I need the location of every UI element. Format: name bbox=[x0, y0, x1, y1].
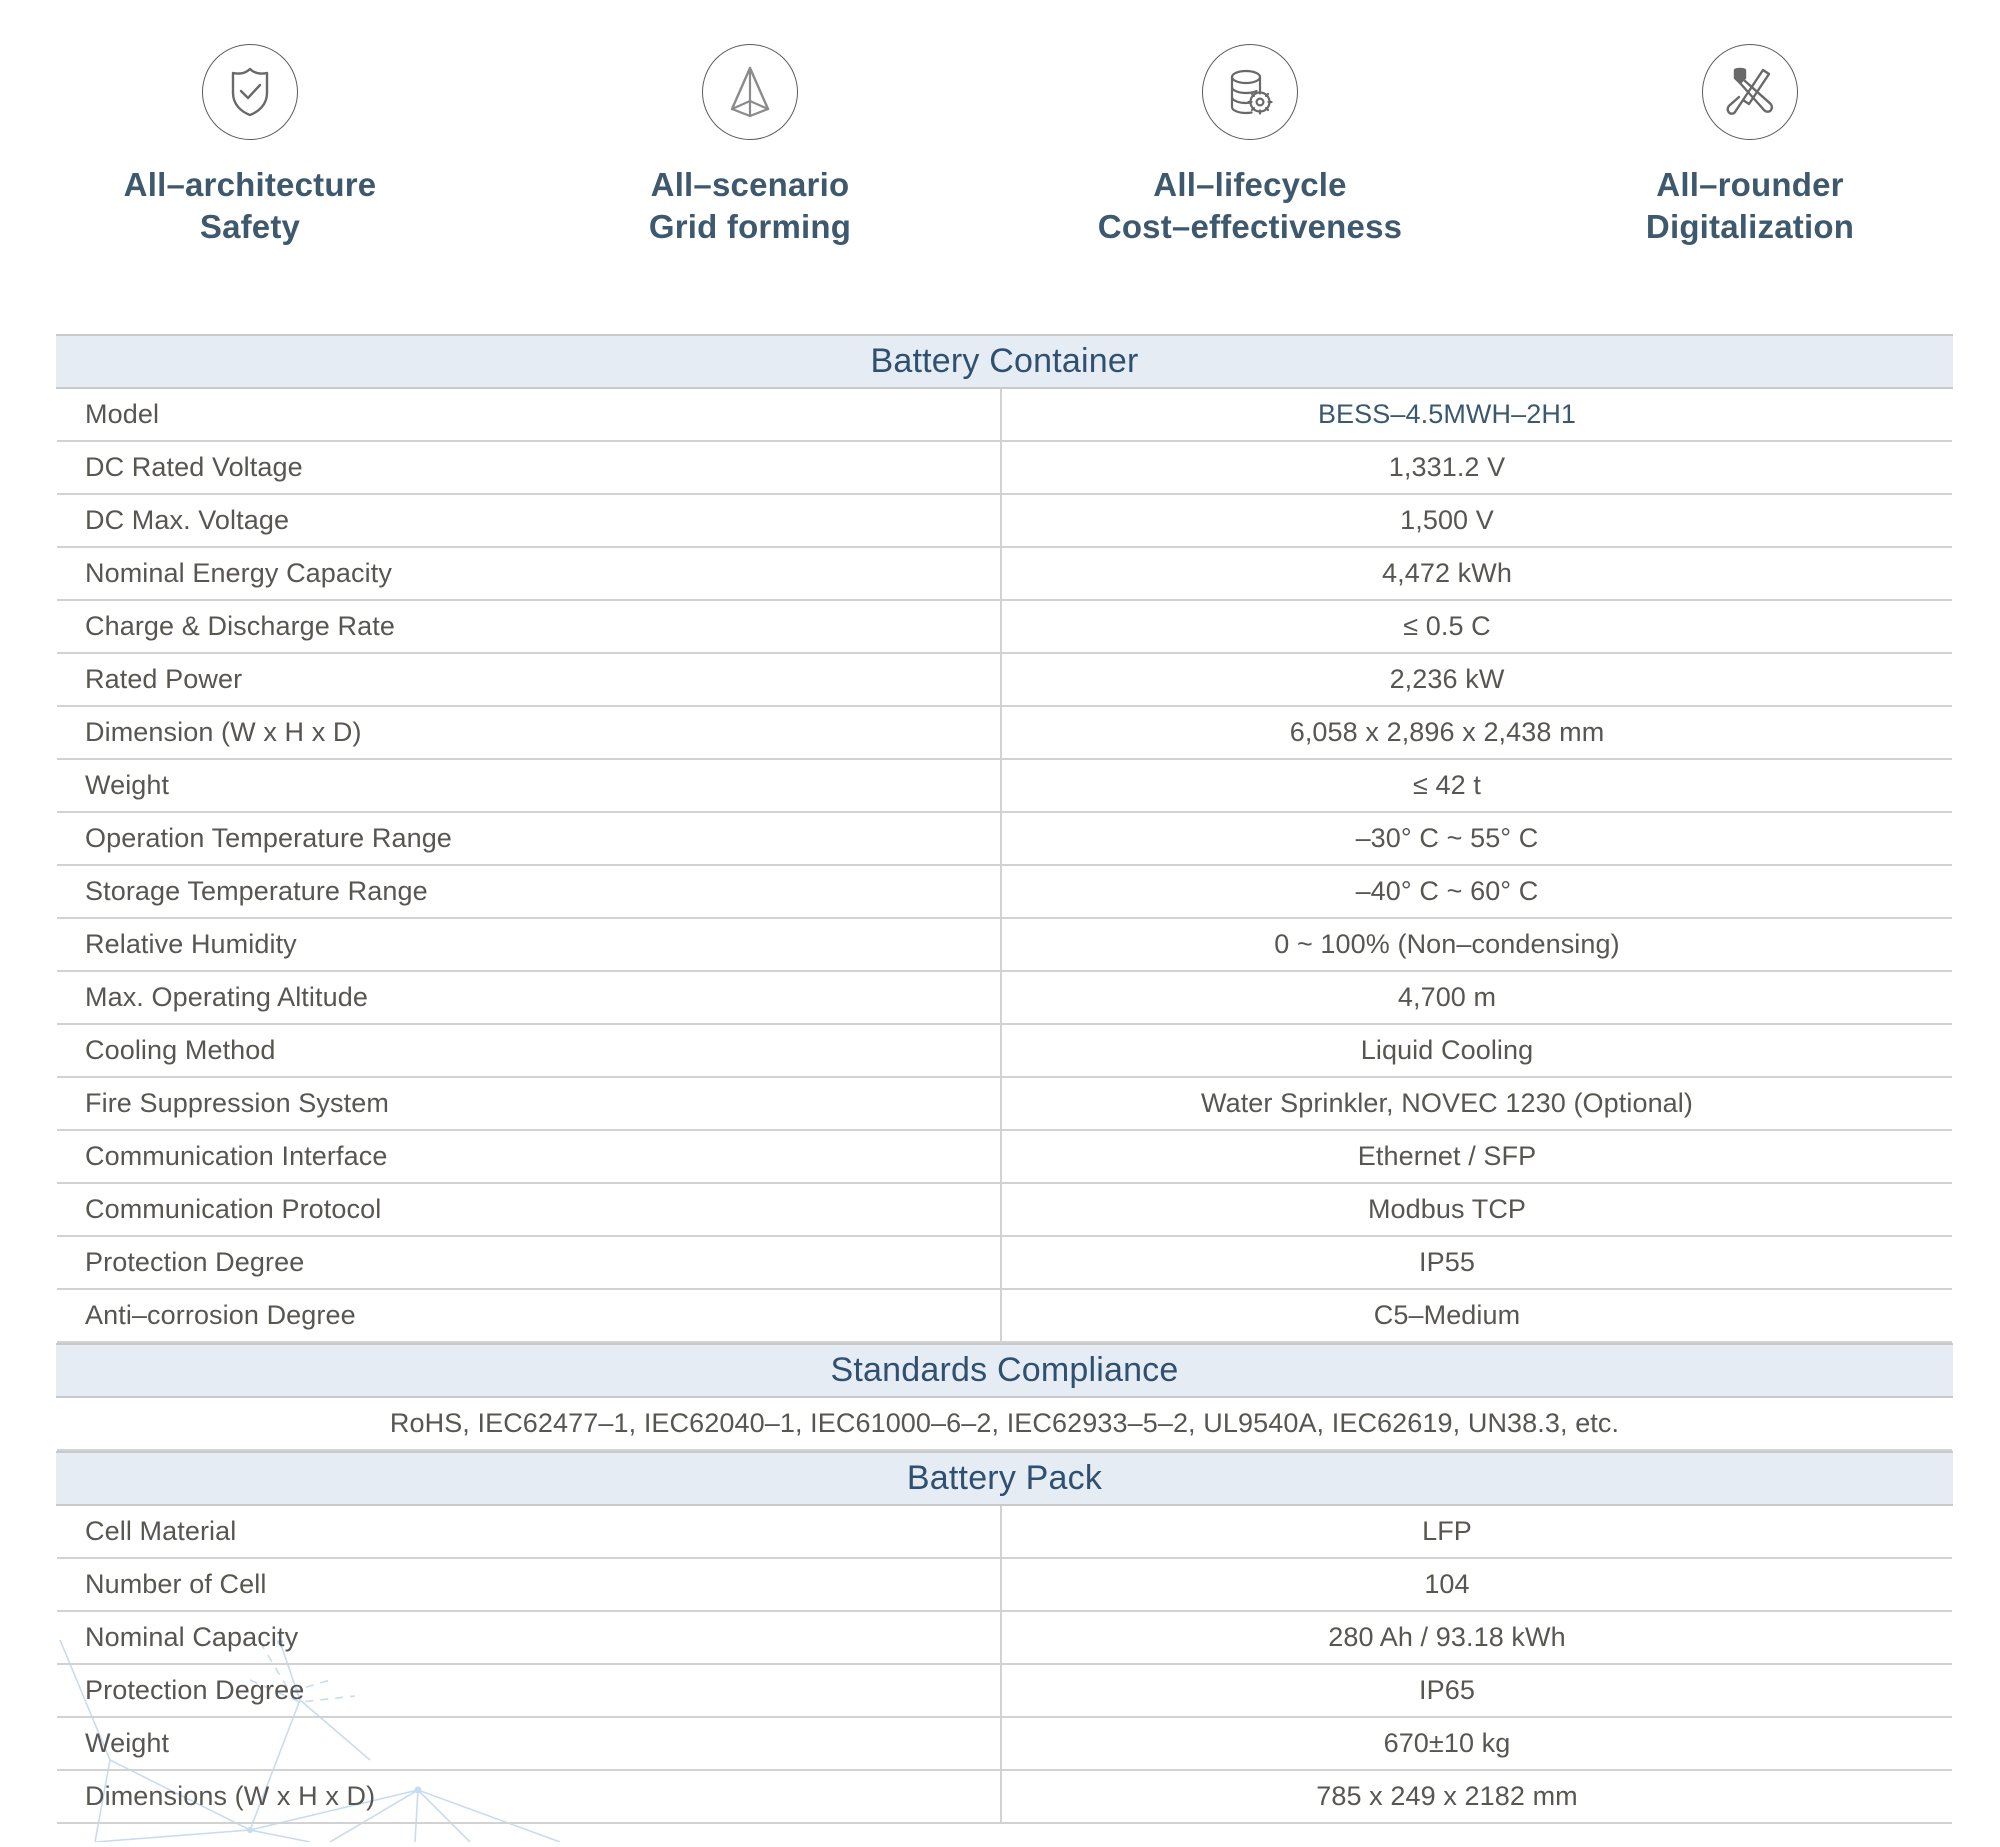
table-row: Communication Interface Ethernet / SFP bbox=[57, 1131, 1952, 1184]
spec-label: DC Max. Voltage bbox=[57, 495, 1002, 546]
spec-value: C5–Medium bbox=[1373, 1300, 1521, 1330]
feature-item-grid-forming: All–scenario Grid forming bbox=[500, 0, 1000, 247]
spec-value: 670±10 kg bbox=[1383, 1728, 1511, 1758]
spec-label: Model bbox=[57, 389, 1002, 440]
spec-value: 280 Ah / 93.18 kWh bbox=[1328, 1622, 1566, 1652]
spec-label: Storage Temperature Range bbox=[57, 866, 1002, 917]
section-header-battery-pack: Battery Pack bbox=[56, 1451, 1953, 1506]
spec-label: Cell Material bbox=[57, 1506, 1002, 1557]
table-row: Protection Degree IP65 bbox=[57, 1665, 1952, 1718]
table-row: Storage Temperature Range –40° C ~ 60° C bbox=[57, 866, 1952, 919]
spec-label: Nominal Energy Capacity bbox=[57, 548, 1002, 599]
spec-value: Ethernet / SFP bbox=[1357, 1141, 1537, 1171]
spec-value: 1,331.2 V bbox=[1388, 452, 1506, 482]
spec-value: 1,500 V bbox=[1400, 505, 1494, 535]
spec-value: 0 ~ 100% (Non–condensing) bbox=[1274, 929, 1620, 959]
spec-label: Anti–corrosion Degree bbox=[57, 1290, 1002, 1341]
spec-label: Max. Operating Altitude bbox=[57, 972, 1002, 1023]
spec-value: 4,700 m bbox=[1397, 982, 1497, 1012]
spec-value: BESS–4.5MWH–2H1 bbox=[1317, 399, 1577, 429]
spec-value: 2,236 kW bbox=[1389, 664, 1505, 694]
spec-value: LFP bbox=[1422, 1516, 1472, 1546]
spec-label: Number of Cell bbox=[57, 1559, 1002, 1610]
spec-label: DC Rated Voltage bbox=[57, 442, 1002, 493]
feature-label: All–architecture Safety bbox=[123, 166, 377, 245]
spec-label: Protection Degree bbox=[57, 1665, 1002, 1716]
table-row: Weight 670±10 kg bbox=[57, 1718, 1952, 1771]
spec-label: Dimensions (W x H x D) bbox=[57, 1771, 1002, 1822]
table-row: Relative Humidity 0 ~ 100% (Non–condensi… bbox=[57, 919, 1952, 972]
table-row: Protection Degree IP55 bbox=[57, 1237, 1952, 1290]
specification-table: Battery Container Model BESS–4.5MWH–2H1 … bbox=[56, 334, 1953, 1824]
spec-label: Cooling Method bbox=[57, 1025, 1002, 1076]
shield-check-icon bbox=[202, 44, 298, 140]
table-row: Rated Power 2,236 kW bbox=[57, 654, 1952, 707]
spec-value: Liquid Cooling bbox=[1360, 1035, 1534, 1065]
spec-value: 785 x 249 x 2182 mm bbox=[1316, 1781, 1578, 1811]
spec-label: Nominal Capacity bbox=[57, 1612, 1002, 1663]
feature-highlights: All–architecture Safety All–scenario Gri… bbox=[0, 0, 2000, 300]
table-row: DC Rated Voltage 1,331.2 V bbox=[57, 442, 1952, 495]
spec-value: 104 bbox=[1424, 1569, 1470, 1599]
section-header-battery-container: Battery Container bbox=[56, 334, 1953, 389]
table-row: Charge & Discharge Rate ≤ 0.5 C bbox=[57, 601, 1952, 654]
table-row: Fire Suppression System Water Sprinkler,… bbox=[57, 1078, 1952, 1131]
spec-value: IP55 bbox=[1419, 1247, 1475, 1277]
table-row: Max. Operating Altitude 4,700 m bbox=[57, 972, 1952, 1025]
feature-label: All–lifecycle Cost–effectiveness bbox=[1097, 166, 1403, 245]
table-row: Communication Protocol Modbus TCP bbox=[57, 1184, 1952, 1237]
spec-value: Modbus TCP bbox=[1367, 1194, 1527, 1224]
spec-label: Relative Humidity bbox=[57, 919, 1002, 970]
spec-label: Weight bbox=[57, 760, 1002, 811]
wrench-screwdriver-icon bbox=[1702, 44, 1798, 140]
table-row: Cooling Method Liquid Cooling bbox=[57, 1025, 1952, 1078]
feature-item-safety: All–architecture Safety bbox=[0, 0, 500, 247]
spec-value: IP65 bbox=[1419, 1675, 1475, 1705]
table-row: Anti–corrosion Degree C5–Medium bbox=[57, 1290, 1952, 1343]
spec-label: Operation Temperature Range bbox=[57, 813, 1002, 864]
table-row: Dimension (W x H x D) 6,058 x 2,896 x 2,… bbox=[57, 707, 1952, 760]
spec-value: –30° C ~ 55° C bbox=[1355, 823, 1539, 853]
spec-label: Communication Protocol bbox=[57, 1184, 1002, 1235]
table-row: Nominal Capacity 280 Ah / 93.18 kWh bbox=[57, 1612, 1952, 1665]
spec-value: 4,472 kWh bbox=[1382, 558, 1512, 588]
table-row: Weight ≤ 42 t bbox=[57, 760, 1952, 813]
spec-label: Charge & Discharge Rate bbox=[57, 601, 1002, 652]
standards-compliance-text: RoHS, IEC62477–1, IEC62040–1, IEC61000–6… bbox=[57, 1398, 1952, 1451]
section-title: Battery Pack bbox=[906, 1459, 1103, 1497]
spec-label: Dimension (W x H x D) bbox=[57, 707, 1002, 758]
spec-label: Rated Power bbox=[57, 654, 1002, 705]
spec-value: ≤ 42 t bbox=[1413, 770, 1481, 800]
table-row: Cell Material LFP bbox=[57, 1506, 1952, 1559]
spec-label: Weight bbox=[57, 1718, 1002, 1769]
spec-value: ≤ 0.5 C bbox=[1403, 611, 1491, 641]
spec-label: Communication Interface bbox=[57, 1131, 1002, 1182]
table-row: Dimensions (W x H x D) 785 x 249 x 2182 … bbox=[57, 1771, 1952, 1824]
section-title: Standards Compliance bbox=[830, 1351, 1179, 1389]
database-gear-icon bbox=[1202, 44, 1298, 140]
spec-value: 6,058 x 2,896 x 2,438 mm bbox=[1289, 717, 1605, 747]
table-row: Operation Temperature Range –30° C ~ 55°… bbox=[57, 813, 1952, 866]
spec-value: Water Sprinkler, NOVEC 1230 (Optional) bbox=[1201, 1088, 1693, 1118]
table-row: DC Max. Voltage 1,500 V bbox=[57, 495, 1952, 548]
feature-item-cost-effectiveness: All–lifecycle Cost–effectiveness bbox=[1000, 0, 1500, 247]
table-row: Nominal Energy Capacity 4,472 kWh bbox=[57, 548, 1952, 601]
table-row: Model BESS–4.5MWH–2H1 bbox=[57, 389, 1952, 442]
pyramid-grid-icon bbox=[702, 44, 798, 140]
spec-label: Fire Suppression System bbox=[57, 1078, 1002, 1129]
table-row: Number of Cell 104 bbox=[57, 1559, 1952, 1612]
spec-label: Protection Degree bbox=[57, 1237, 1002, 1288]
section-header-standards-compliance: Standards Compliance bbox=[56, 1343, 1953, 1398]
feature-item-digitalization: All–rounder Digitalization bbox=[1500, 0, 2000, 247]
feature-label: All–scenario Grid forming bbox=[648, 166, 852, 245]
feature-label: All–rounder Digitalization bbox=[1645, 166, 1855, 245]
section-title: Battery Container bbox=[870, 342, 1139, 380]
spec-value: –40° C ~ 60° C bbox=[1355, 876, 1539, 906]
